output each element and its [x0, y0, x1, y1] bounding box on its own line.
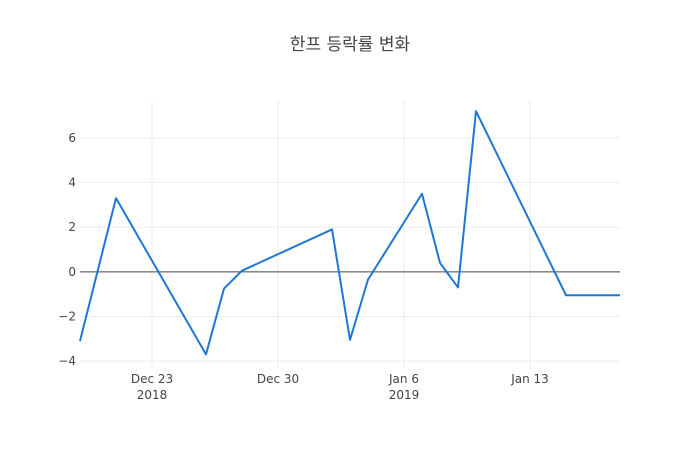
data-point: [582, 293, 586, 297]
data-point: [330, 227, 334, 231]
x-tick-label: Dec 23: [131, 372, 173, 386]
x-tick-label: Jan 6: [388, 372, 419, 386]
data-point: [240, 269, 244, 273]
y-tick-label: −4: [58, 354, 76, 368]
y-tick-label: −2: [58, 309, 76, 323]
gridlines: [80, 100, 620, 370]
data-point: [222, 287, 226, 291]
data-point: [78, 339, 82, 343]
series-layer: [78, 109, 622, 356]
data-point: [114, 196, 118, 200]
data-point: [474, 109, 478, 113]
data-point: [366, 278, 370, 282]
series-line: [79, 110, 620, 356]
y-tick-label: 4: [68, 176, 76, 190]
data-point: [564, 293, 568, 297]
data-point: [348, 338, 352, 342]
chart-title: 한프 등락률 변화: [290, 35, 411, 55]
y-tick-label: 0: [68, 265, 76, 279]
x-tick-year-label: 2018: [137, 388, 168, 402]
y-tick-label: 6: [68, 131, 76, 145]
data-point: [420, 192, 424, 196]
x-tick-year-label: 2019: [389, 388, 420, 402]
x-axis: Dec 23 2018 Dec 30 Jan 6 2019 Jan 13: [131, 372, 549, 402]
data-point: [618, 293, 622, 297]
y-tick-label: 2: [68, 220, 76, 234]
data-point: [204, 352, 208, 356]
x-tick-label: Jan 13: [510, 372, 549, 386]
data-point: [438, 261, 442, 265]
x-tick-label: Dec 30: [257, 372, 299, 386]
data-point: [456, 285, 460, 289]
y-axis: −4 −2 0 2 4 6: [58, 131, 76, 368]
